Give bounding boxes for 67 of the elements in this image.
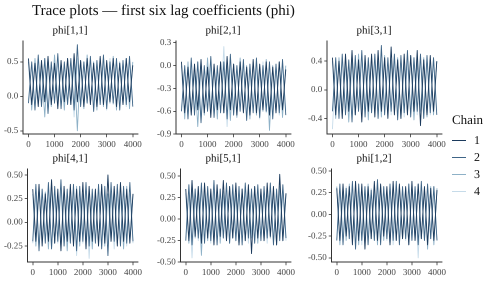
x-tick-label: 1000	[352, 266, 372, 277]
x-tick-label: 0	[184, 266, 189, 277]
x-tick-label: 2000	[224, 138, 244, 149]
x-tick-label: 2000	[378, 266, 396, 277]
y-tick-label: -0.9	[156, 128, 172, 139]
x-tick-label: 1000	[350, 138, 368, 149]
x-tick-label: 3000	[402, 138, 420, 149]
y-tick-label: -0.4	[308, 112, 323, 123]
x-tick-label: 2000	[72, 138, 90, 149]
legend-label: 2	[474, 150, 480, 165]
x-tick-label: 1000	[46, 138, 64, 149]
chart-subtitle: phi[1,1]	[52, 24, 88, 36]
y-tick-label: 0.0	[160, 60, 172, 70]
x-tick-label: 3000	[98, 138, 116, 149]
y-tick-label: -0.50	[156, 256, 176, 267]
chart-subtitle: phi[3,1]	[356, 24, 392, 36]
chart-subtitle: phi[4,1]	[52, 152, 88, 164]
y-tick-label: -0.5	[4, 125, 19, 136]
y-tick-label: 0.50	[6, 169, 24, 180]
x-tick-label: 0	[334, 266, 340, 277]
x-tick-label: 3000	[98, 266, 118, 277]
y-tick-label: -0.25	[4, 240, 24, 250]
x-tick-label: 2000	[226, 266, 246, 277]
y-tick-label: 0.00	[160, 214, 176, 224]
x-tick-label: 4000	[428, 266, 446, 277]
y-tick-label: -0.6	[156, 106, 172, 116]
y-tick-label: 0.5	[6, 56, 19, 66]
x-tick-label: 3000	[252, 266, 270, 277]
x-tick-label: 3000	[402, 266, 422, 277]
legend-title: Chain	[452, 112, 484, 128]
x-tick-label: 4000	[276, 266, 296, 277]
chart-subtitle: phi[1,2]	[356, 152, 392, 164]
y-tick-label: 0.4	[310, 56, 323, 66]
x-tick-label: 0	[26, 138, 32, 149]
x-tick-label: 1000	[48, 266, 68, 277]
y-tick-label: 0.3	[160, 37, 172, 48]
y-tick-label: -0.25	[308, 230, 328, 240]
y-tick-label: 0.50	[160, 170, 176, 180]
y-tick-label: 0.25	[6, 192, 24, 203]
y-tick-label: 0.0	[6, 90, 19, 101]
x-tick-label: 0	[30, 266, 36, 277]
y-tick-label: 0.25	[310, 187, 328, 198]
y-tick-label: 0.25	[160, 192, 176, 202]
chart-subtitle: phi[5,1]	[205, 152, 241, 164]
y-tick-label: -0.3	[156, 82, 172, 93]
y-tick-label: 0.0	[310, 84, 323, 94]
chart-title: Trace plots — first six lag coefficients (phi)	[32, 3, 295, 20]
chart-subtitle: phi[2,1]	[205, 24, 241, 36]
y-tick-label: -0.25	[156, 235, 176, 246]
x-tick-label: 1000	[202, 266, 220, 277]
x-tick-label: 4000	[428, 138, 446, 149]
legend-label: 1	[474, 133, 480, 148]
x-tick-label: 4000	[276, 138, 296, 149]
y-tick-label: 0.00	[6, 216, 24, 227]
x-tick-label: 2000	[74, 266, 92, 277]
legend-label: 3	[474, 167, 480, 182]
x-tick-label: 2000	[376, 138, 394, 149]
y-tick-label: 0.50	[310, 165, 328, 176]
x-tick-label: 4000	[124, 266, 142, 277]
x-tick-label: 0	[330, 138, 336, 149]
y-tick-label: -0.50	[308, 252, 328, 262]
x-tick-label: 1000	[198, 138, 218, 149]
y-tick-label: 0.00	[310, 208, 328, 219]
x-tick-label: 0	[179, 138, 184, 149]
x-tick-label: 3000	[250, 138, 270, 149]
x-tick-label: 4000	[124, 138, 142, 149]
legend-label: 4	[474, 184, 480, 199]
